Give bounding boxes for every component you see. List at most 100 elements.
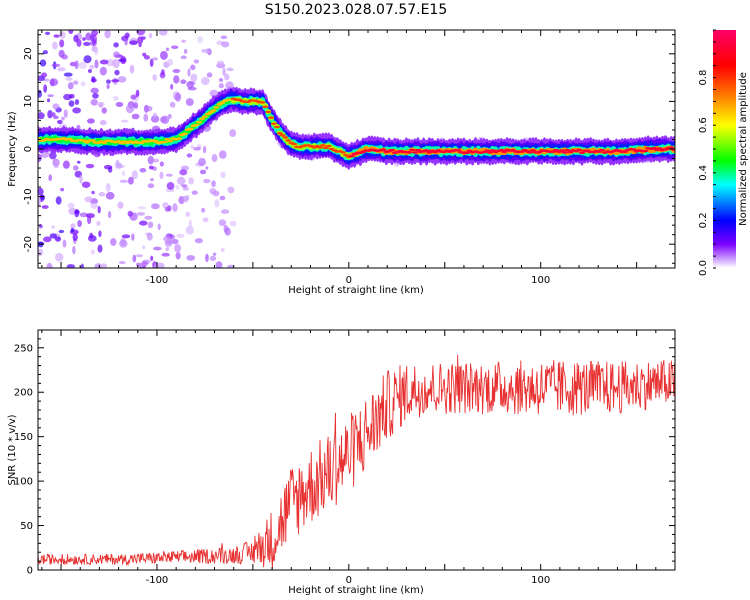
heatmap-noise-blob [114, 69, 120, 76]
snr-y-tick-label: 200 [14, 388, 33, 399]
heatmap-noise-blob [172, 203, 178, 212]
heatmap-noise-blob [96, 220, 101, 227]
heatmap-noise-blob [119, 179, 129, 183]
heatmap-noise-blob [46, 262, 53, 268]
heatmap-noise-blob [209, 187, 217, 195]
heatmap-noise-blob [104, 30, 111, 39]
heatmap-noise-blob [38, 187, 44, 196]
heatmap-noise-blob [175, 252, 181, 260]
heatmap-ridge-cell [576, 148, 583, 152]
heatmap-noise-blob [220, 35, 228, 40]
snr-panel: -100 0 100 0 50 100 150 200 250 Height of straig… [7, 329, 676, 596]
heatmap-noise-blob [150, 178, 154, 182]
heatmap-ridge-cell [279, 134, 286, 137]
spectrogram-y-tick-label: 20 [23, 47, 34, 60]
heatmap-noise-blob [218, 78, 224, 82]
heatmap-noise-blob [149, 58, 154, 67]
heatmap-noise-blob [183, 49, 188, 54]
heatmap-noise-blob [42, 50, 48, 55]
heatmap-noise-blob [107, 166, 113, 173]
heatmap-noise-blob [87, 69, 92, 73]
heatmap-noise-blob [80, 81, 86, 87]
heatmap-ridge-cell [530, 149, 537, 152]
heatmap-noise-blob [59, 39, 65, 48]
heatmap-noise-blob [43, 84, 48, 93]
heatmap-noise-blob [147, 221, 154, 229]
heatmap-noise-blob [83, 55, 92, 64]
heatmap-noise-blob [48, 174, 53, 182]
heatmap-noise-blob [167, 113, 172, 119]
heatmap-noise-blob [130, 94, 137, 100]
heatmap-ridge-cell [101, 141, 108, 144]
heatmap-noise-blob [225, 81, 234, 90]
heatmap-ridge-cell [201, 115, 208, 118]
heatmap-ridge-cell [268, 116, 275, 119]
heatmap-noise-blob [152, 57, 159, 61]
heatmap-noise-blob [201, 77, 210, 86]
heatmap-noise-blob [138, 42, 142, 48]
heatmap-noise-blob [150, 203, 160, 210]
heatmap-noise-blob [112, 59, 120, 69]
heatmap-noise-blob [160, 115, 170, 125]
heatmap-noise-blob [186, 81, 195, 89]
heatmap-ridge-cell [348, 154, 355, 158]
snr-x-tick-label: 0 [346, 575, 352, 586]
heatmap-ridge-cell [455, 149, 462, 152]
spectrogram-y-tick-label: -20 [23, 236, 34, 252]
heatmap-noise-blob [41, 205, 49, 209]
heatmap-noise-blob [137, 36, 144, 44]
heatmap-noise-blob [198, 157, 206, 167]
heatmap-noise-blob [142, 52, 147, 57]
heatmap-noise-blob [38, 248, 44, 257]
heatmap-noise-blob [41, 72, 48, 78]
heatmap-noise-blob [119, 239, 128, 248]
heatmap-ridge-cell [282, 136, 289, 139]
heatmap-noise-blob [61, 116, 65, 121]
heatmap-ridge-cell [622, 150, 629, 153]
heatmap-noise-blob [180, 55, 187, 60]
heatmap-ridge-cell [319, 144, 326, 147]
heatmap-ridge-cell [412, 151, 419, 154]
heatmap-ridge-cell [207, 111, 214, 114]
heatmap-noise-blob [139, 168, 147, 173]
heatmap-noise-blob [143, 105, 153, 112]
heatmap-noise-blob [167, 58, 174, 66]
heatmap-noise-blob [144, 215, 153, 220]
heatmap-noise-blob [203, 178, 211, 184]
heatmap-noise-blob [83, 41, 91, 46]
heatmap-noise-blob [197, 36, 203, 44]
heatmap-ridge-cell [501, 150, 508, 154]
heatmap-noise-blob [173, 75, 180, 84]
heatmap-noise-blob [67, 202, 75, 209]
heatmap-noise-blob [78, 62, 87, 69]
heatmap-noise-blob [218, 219, 227, 227]
heatmap-noise-blob [152, 158, 160, 163]
heatmap-noise-blob [44, 31, 51, 36]
heatmap-noise-blob [182, 186, 189, 191]
heatmap-noise-blob [216, 60, 225, 66]
heatmap-noise-blob [188, 219, 192, 228]
heatmap-noise-blob [171, 238, 179, 245]
colorbar: 0.0 0.2 0.4 0.6 0.8 Normalized spectral ampl… [698, 29, 749, 276]
heatmap-noise-blob [186, 153, 193, 158]
heatmap-noise-blob [193, 59, 200, 64]
heatmap-noise-blob [141, 245, 146, 250]
heatmap-noise-blob [90, 202, 99, 209]
heatmap-noise-blob [165, 173, 173, 177]
heatmap-ridge-cell [498, 148, 505, 152]
heatmap-noise-blob [179, 169, 188, 176]
heatmap-noise-blob [204, 48, 211, 54]
heatmap-ridge-cell [599, 148, 606, 152]
heatmap-noise-blob [170, 83, 174, 90]
heatmap-noise-blob [84, 196, 93, 203]
heatmap-noise-blob [91, 39, 96, 46]
heatmap-noise-blob [148, 32, 153, 39]
heatmap-noise-blob [52, 112, 56, 118]
heatmap-noise-blob [92, 92, 99, 99]
heatmap-noise-blob [38, 153, 42, 163]
heatmap-noise-blob [55, 196, 62, 205]
heatmap-noise-blob [227, 264, 235, 268]
heatmap-noise-blob [194, 238, 203, 244]
heatmap-noise-blob [180, 79, 187, 85]
heatmap-ridge-cell [406, 151, 413, 154]
